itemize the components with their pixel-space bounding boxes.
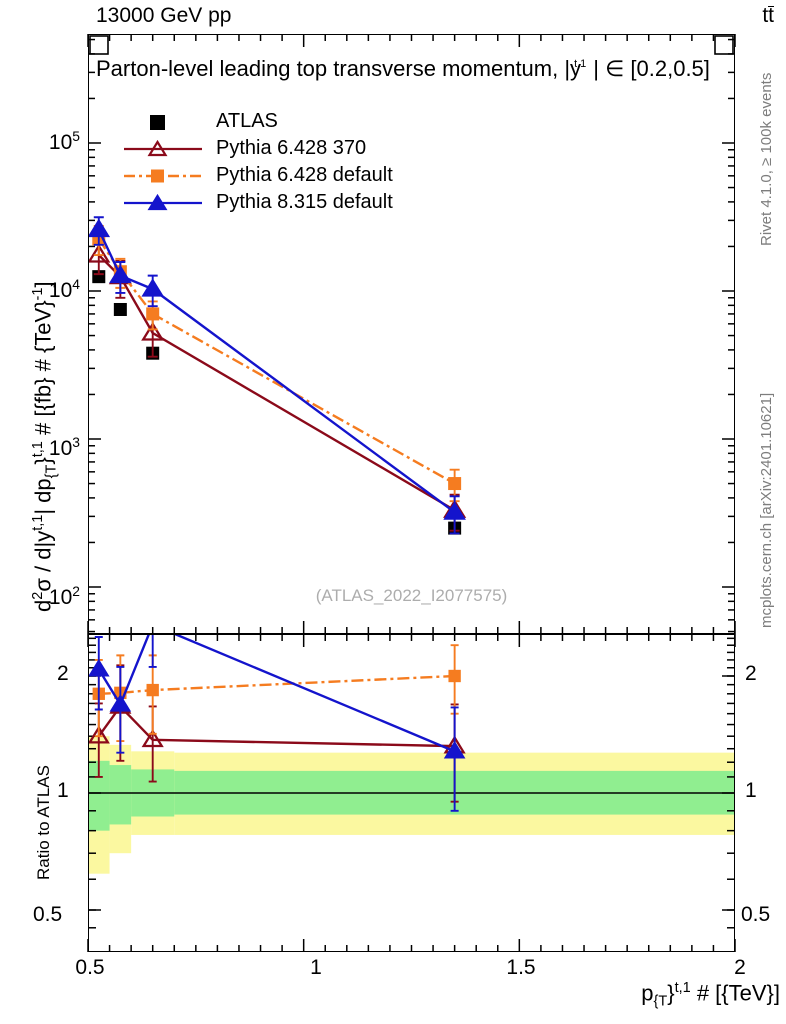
xtick-label-2: 1.5 bbox=[506, 956, 536, 979]
mcplots-caption: mcplots.cern.ch [arXiv:2401.10621] bbox=[758, 392, 775, 628]
legend-entry-pythia6-370: Pythia 6.428 370 bbox=[122, 135, 393, 162]
legend-key-pythia6-default bbox=[122, 164, 204, 188]
main-plot-frame bbox=[88, 34, 735, 634]
legend-key-pythia8-default bbox=[122, 191, 204, 215]
xtick-label-3: 2 bbox=[734, 956, 746, 979]
ratio-ytick-label-05-right: 0.5 bbox=[741, 903, 771, 926]
ratio-ytick-label-1-left: 1 bbox=[57, 779, 69, 802]
legend-label-pythia8-default: Pythia 8.315 default bbox=[216, 191, 393, 213]
ratio-ytick-label-2-right: 2 bbox=[745, 662, 757, 685]
legend-entry-pythia6-default: Pythia 6.428 default bbox=[122, 162, 393, 189]
x-axis-title: p{T}t,1 # [{TeV}] bbox=[641, 980, 780, 1010]
ratio-y-axis-title: Ratio to ATLAS bbox=[34, 765, 53, 880]
process-label: tt bbox=[762, 4, 774, 27]
legend-entry-pythia8-default: Pythia 8.315 default bbox=[122, 189, 393, 216]
legend: ATLAS Pythia 6.428 370 Pythia 6.428 defa… bbox=[122, 108, 393, 216]
ratio-ytick-label-2-left: 2 bbox=[57, 662, 69, 685]
ytick-label-1e2: 102 bbox=[48, 583, 80, 609]
analysis-watermark: (ATLAS_2022_I2077575) bbox=[315, 586, 508, 605]
legend-label-atlas: ATLAS bbox=[216, 110, 278, 132]
plot-title: Parton-level leading top transverse mome… bbox=[96, 56, 710, 81]
legend-key-pythia6-370 bbox=[122, 137, 204, 161]
beam-energy-label: 13000 GeV pp bbox=[96, 4, 232, 27]
ratio-ytick-label-05-left: 0.5 bbox=[33, 903, 63, 926]
legend-label-pythia6-370: Pythia 6.428 370 bbox=[216, 137, 367, 159]
xtick-label-0: 0.5 bbox=[75, 956, 105, 979]
ytick-label-1e4: 104 bbox=[48, 276, 80, 302]
ratio-ytick-label-1-right: 1 bbox=[745, 779, 757, 802]
legend-entry-atlas: ATLAS bbox=[122, 108, 393, 135]
legend-key-atlas bbox=[122, 110, 204, 134]
ratio-plot-frame bbox=[88, 634, 735, 952]
rivet-caption: Rivet 4.1.0, ≥ 100k events bbox=[758, 72, 775, 246]
legend-label-pythia6-default: Pythia 6.428 default bbox=[216, 164, 393, 186]
ytick-label-1e3: 103 bbox=[48, 434, 80, 460]
ytick-label-1e5: 105 bbox=[48, 128, 80, 154]
xtick-label-1: 1 bbox=[310, 956, 322, 979]
